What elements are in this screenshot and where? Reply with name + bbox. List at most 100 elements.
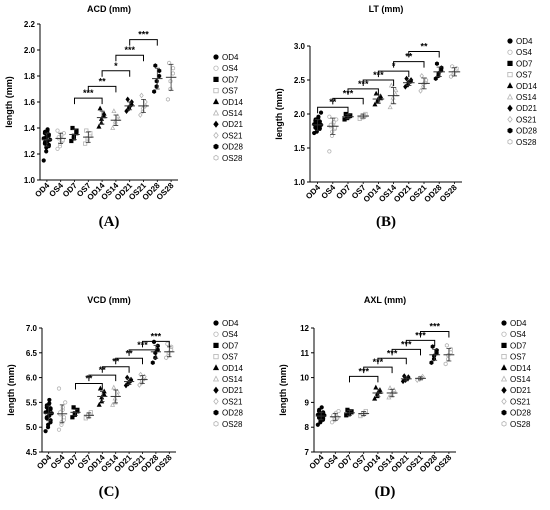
legend-marker <box>501 397 507 405</box>
significance-bracket: * <box>101 61 131 77</box>
data-point <box>165 341 170 347</box>
series-od7 <box>342 111 354 122</box>
significance-label: * <box>114 61 118 71</box>
x-tick-label: OD4 <box>304 183 322 201</box>
legend-label: OD7 <box>516 59 533 68</box>
data-point <box>115 388 121 394</box>
legend: OD4 OS4 OD7 OS7 OD14 OS14 OD21 OS21 OD28 OS28 <box>212 53 243 163</box>
data-point <box>363 408 368 414</box>
series-os7 <box>358 408 370 419</box>
y-tick-label: 1.4 <box>24 124 36 133</box>
legend-label: OD4 <box>510 319 527 328</box>
series-od14 <box>96 385 108 407</box>
legend-label: OS21 <box>510 397 531 406</box>
data-point <box>150 360 155 366</box>
data-point <box>336 408 341 414</box>
data-point <box>45 422 51 427</box>
data-point <box>96 401 102 407</box>
legend-label: OS7 <box>222 353 239 362</box>
data-point <box>439 65 444 71</box>
data-point <box>41 158 46 163</box>
data-point <box>63 400 68 405</box>
data-point <box>419 73 424 79</box>
legend-marker <box>501 420 507 427</box>
legend-marker <box>213 353 219 360</box>
chart-title: LT (mm) <box>369 4 404 14</box>
legend: OD4 OS4 OD7 OS7 OD14 OS14 OD21 OS21 OD28 OS28 <box>506 37 537 147</box>
series-od14 <box>96 105 108 129</box>
data-point <box>393 87 399 93</box>
data-point <box>69 138 74 144</box>
series-os28 <box>448 64 461 79</box>
data-point <box>170 71 176 76</box>
legend-label: OD28 <box>510 409 531 418</box>
y-tick-label: 2.0 <box>24 46 36 55</box>
y-axis-label: length (mm) <box>6 364 16 416</box>
legend-marker <box>507 138 513 145</box>
legend-label: OS21 <box>222 131 243 140</box>
x-tick-label: OS28 <box>438 183 459 204</box>
y-tick-label: 6.5 <box>26 349 38 358</box>
series-od21 <box>124 96 135 114</box>
legend-label: OS14 <box>510 375 531 384</box>
data-point <box>317 119 322 124</box>
legend-label: OD4 <box>222 319 239 328</box>
data-point <box>315 422 320 427</box>
series-os28 <box>443 343 455 367</box>
series-os14 <box>110 384 121 407</box>
panel-label: (D) <box>375 484 396 500</box>
legend-label: OD7 <box>222 75 239 84</box>
data-point <box>424 77 429 83</box>
legend-marker <box>501 353 507 360</box>
data-point <box>111 384 117 390</box>
legend-marker <box>501 320 507 326</box>
legend-marker <box>501 386 507 394</box>
legend-marker <box>507 38 513 44</box>
data-point <box>111 108 117 114</box>
legend-marker <box>213 409 219 416</box>
x-tick-label: OD7 <box>336 453 354 471</box>
data-point <box>56 386 62 391</box>
data-point <box>418 88 423 94</box>
legend: OD4 OS4 OD7 OS7 OD14 OS14 OD21 OS21 OD28 OS28 <box>212 319 243 429</box>
x-tick-label: OS4 <box>320 183 338 201</box>
legend-marker <box>213 386 219 394</box>
series-od14 <box>372 384 384 401</box>
series-os21 <box>418 73 430 94</box>
data-point <box>444 343 449 348</box>
legend-marker <box>213 65 219 71</box>
series-os4 <box>327 114 339 154</box>
legend-marker <box>213 120 219 128</box>
legend-marker <box>501 342 507 349</box>
series-os14 <box>387 82 400 110</box>
legend-marker <box>501 331 507 337</box>
legend-marker <box>213 342 219 349</box>
data-point <box>137 382 142 388</box>
legend-label: OS14 <box>222 375 243 384</box>
y-tick-label: 2.5 <box>294 76 306 85</box>
data-point <box>88 410 93 415</box>
legend-marker <box>507 104 513 112</box>
bracket-line <box>408 50 440 58</box>
chart-title: VCD (mm) <box>87 295 131 305</box>
legend-marker <box>500 364 508 371</box>
data-point <box>101 110 107 116</box>
bracket-line <box>363 366 393 374</box>
bracket-line <box>74 97 103 105</box>
data-point <box>434 61 439 67</box>
series-os28 <box>165 60 177 102</box>
legend-marker <box>213 154 219 161</box>
data-point <box>446 356 451 362</box>
significance-label: ** <box>420 41 428 51</box>
bracket-line <box>420 330 450 338</box>
data-point <box>155 347 160 353</box>
bracket-line <box>393 61 425 68</box>
y-tick-label: 1.8 <box>24 72 36 81</box>
data-point <box>96 123 102 129</box>
y-tick-label: 1.2 <box>24 150 36 159</box>
y-tick-label: 10 <box>300 374 309 383</box>
series-od28 <box>433 61 445 81</box>
series-os4 <box>329 408 341 425</box>
data-point <box>153 63 158 68</box>
data-point <box>154 84 159 89</box>
